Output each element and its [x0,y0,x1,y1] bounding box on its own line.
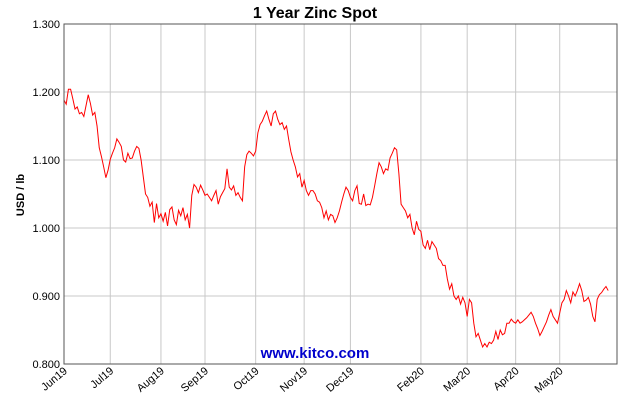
y-tick-label: 1.300 [32,19,60,31]
y-tick-label: 0.800 [32,359,60,371]
x-tick-label: Sep19 [179,365,211,395]
y-axis-label: USD / lb [15,174,27,216]
x-tick-label: Aug19 [135,365,167,395]
x-axis-ticks: Jun19 Jul19 Aug19 Sep19 Oct19 Nov19 Dec19 Feb20… [39,365,565,395]
y-tick-label: 1.200 [32,87,60,99]
y-tick-label: 0.900 [32,291,60,303]
gridlines [63,23,617,365]
series-line [63,88,609,349]
x-tick-label: Mar20 [442,365,474,394]
x-tick-label: Apr20 [491,365,521,393]
y-tick-label: 1.000 [32,223,60,235]
y-axis-ticks: 1.300 1.200 1.100 1.000 0.900 0.800 [32,19,60,371]
x-tick-label: Dec19 [324,365,356,395]
watermark-text: www.kitco.com [260,345,370,362]
y-tick-label: 1.100 [32,155,60,167]
x-tick-label: Oct19 [231,365,261,393]
x-tick-label: Jul19 [88,365,116,391]
x-tick-label: Feb20 [395,365,427,394]
plot-area [63,23,618,365]
x-tick-label: May20 [533,365,566,395]
chart-title: 1 Year Zinc Spot [253,5,378,22]
x-tick-label: Nov19 [278,365,310,395]
